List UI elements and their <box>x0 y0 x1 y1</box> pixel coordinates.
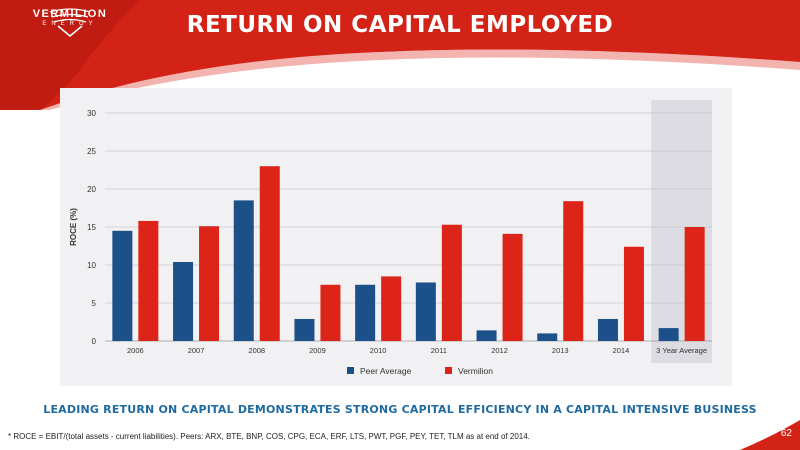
header-banner: VERMILION ENERGY RETURN ON CAPITAL EMPLO… <box>0 0 800 110</box>
bar-peer-average <box>112 230 133 341</box>
slide-title: RETURN ON CAPITAL EMPLOYED <box>186 12 614 38</box>
x-tick-label: 3 Year Average <box>656 346 707 355</box>
footnote: * ROCE = EBIT/(total assets - current li… <box>8 432 530 441</box>
x-tick-label: 2006 <box>127 346 144 355</box>
bar-vermilion <box>259 166 280 341</box>
x-tick-label: 2009 <box>309 346 326 355</box>
x-tick-label: 2013 <box>552 346 569 355</box>
x-tick-label: 2011 <box>431 346 447 355</box>
x-tick-label: 2008 <box>248 346 265 355</box>
x-tick-label: 2012 <box>491 346 508 355</box>
bar-vermilion <box>623 246 644 341</box>
bar-peer-average <box>173 261 194 341</box>
bar-peer-average <box>537 333 558 341</box>
y-tick-label: 20 <box>87 185 96 194</box>
bar-peer-average <box>233 200 254 341</box>
slide-tagline: LEADING RETURN ON CAPITAL DEMONSTRATES S… <box>43 403 757 416</box>
bar-peer-average <box>658 328 679 341</box>
bar-vermilion <box>502 233 523 341</box>
y-tick-label: 15 <box>87 223 96 232</box>
bar-peer-average <box>294 318 315 341</box>
y-tick-label: 25 <box>87 147 96 156</box>
y-tick-label: 0 <box>92 337 97 346</box>
legend-label: Peer Average <box>360 366 412 376</box>
roce-bar-chart: 0 5 10 15 20 25 30 ROCE (%) 2006 2007 2008 2009 2010… <box>69 100 712 376</box>
x-tick-label: 2007 <box>188 346 205 355</box>
legend-label: Vermilion <box>458 366 493 376</box>
y-tick-label: 10 <box>87 261 96 270</box>
legend-swatch <box>445 367 452 374</box>
bar-vermilion <box>199 226 220 341</box>
y-tick-label: 5 <box>92 299 97 308</box>
chart-panel: 0 5 10 15 20 25 30 ROCE (%) 2006 2007 2008 2009 2010… <box>60 88 732 386</box>
bar-peer-average <box>476 330 497 341</box>
y-tick-label: 30 <box>87 109 96 118</box>
page-number: 62 <box>780 428 792 439</box>
legend-swatch <box>347 367 354 374</box>
bottom-swoosh <box>740 420 800 450</box>
logo-name-line2: ENERGY <box>42 21 98 27</box>
x-tick-label: 2014 <box>613 346 630 355</box>
bar-vermilion <box>563 201 584 341</box>
bar-peer-average <box>415 282 436 341</box>
bar-vermilion <box>684 227 705 341</box>
header-swoosh <box>0 0 800 110</box>
bar-vermilion <box>381 276 402 341</box>
bar-peer-average <box>355 284 376 341</box>
company-logo: VERMILION ENERGY <box>26 8 114 38</box>
bar-vermilion <box>138 220 159 341</box>
y-axis-label: ROCE (%) <box>69 208 78 246</box>
bar-peer-average <box>597 318 618 341</box>
x-tick-label: 2010 <box>370 346 387 355</box>
logo-mark-icon <box>49 8 91 38</box>
bar-vermilion <box>320 284 341 341</box>
bar-vermilion <box>441 224 462 341</box>
